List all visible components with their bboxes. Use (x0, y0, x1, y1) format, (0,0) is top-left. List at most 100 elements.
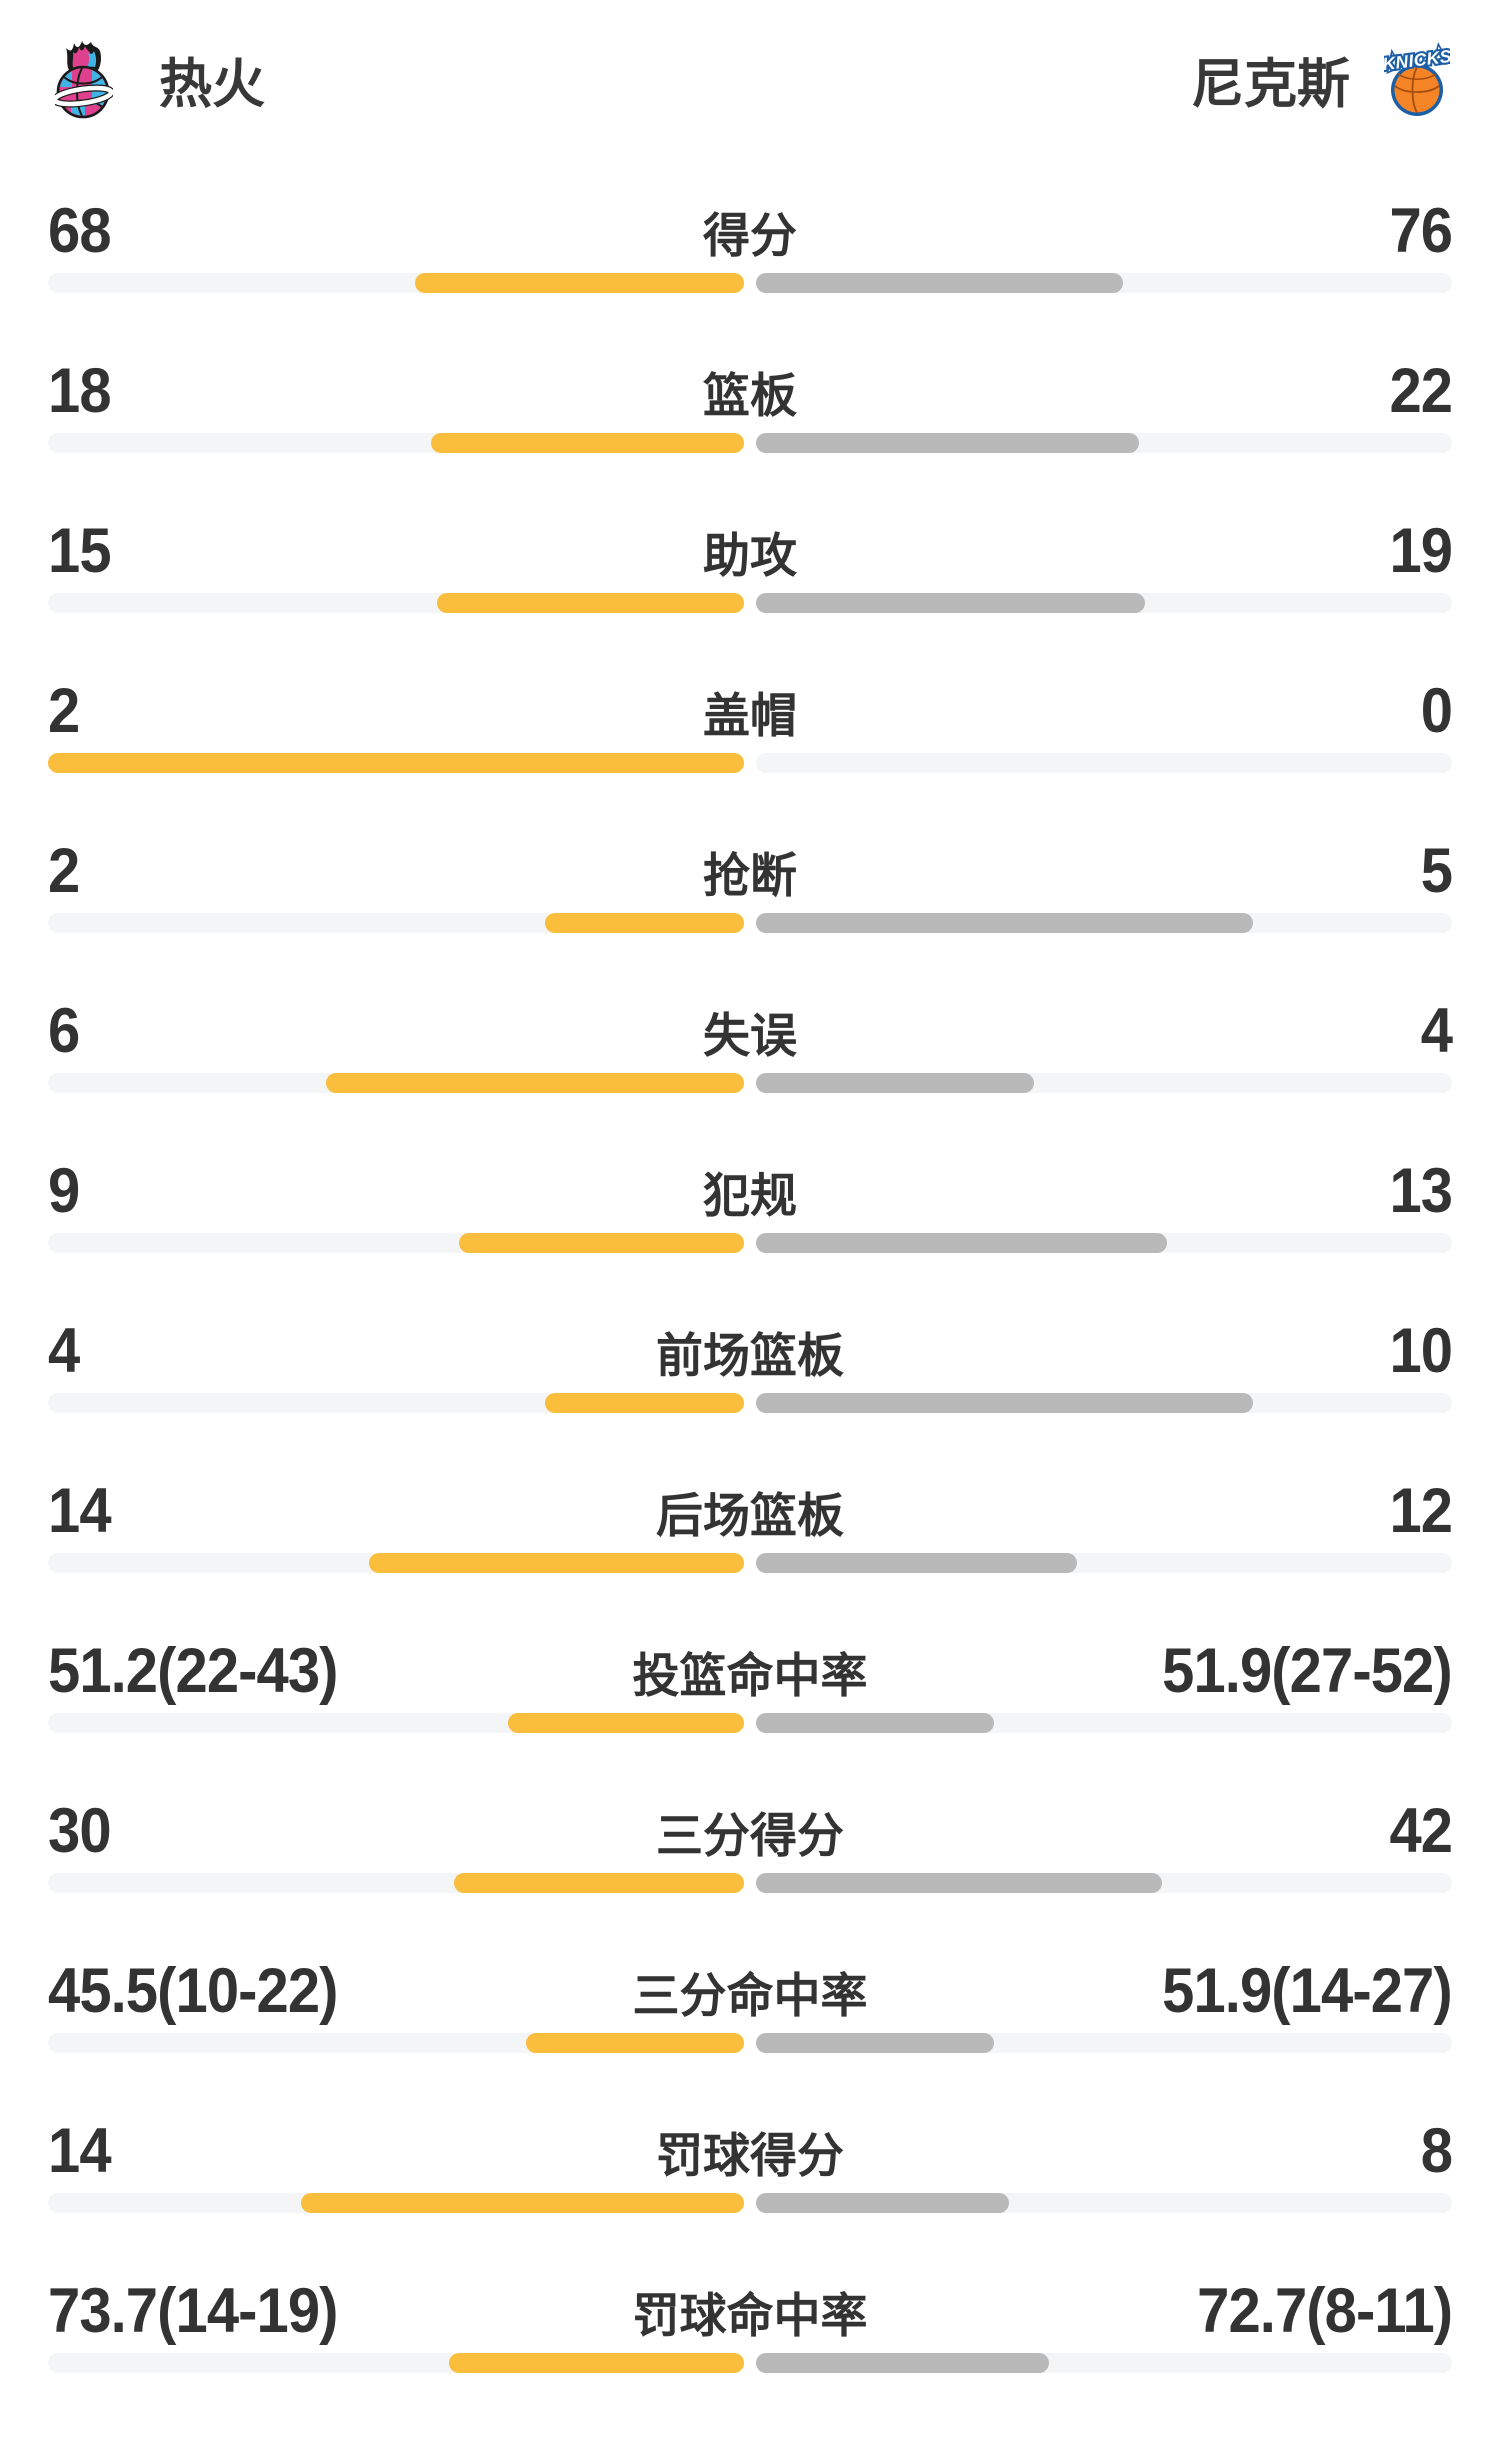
away-bar-track (756, 1713, 1452, 1733)
home-bar-fill (545, 913, 744, 933)
home-bar-track (48, 753, 744, 773)
home-bar-fill (48, 753, 744, 773)
stat-label: 篮板 (703, 368, 797, 422)
home-value: 68 (48, 196, 112, 266)
away-bar-track (756, 2353, 1452, 2373)
stat-bar (48, 1553, 1452, 1573)
away-bar-track (756, 273, 1452, 293)
stat-row: 4 前场篮板 10 (48, 1316, 1453, 1483)
home-value: 18 (48, 356, 112, 426)
home-bar-fill (301, 2193, 744, 2213)
stat-row: 68 得分 76 (48, 196, 1453, 363)
stat-bar (48, 1073, 1452, 1093)
stat-row: 30 三分得分 42 (48, 1796, 1453, 1963)
stat-label: 犯规 (703, 1168, 797, 1222)
stat-row: 14 罚球得分 8 (48, 2116, 1453, 2283)
stat-row-values: 15 助攻 19 (48, 516, 1453, 586)
home-value: 15 (48, 516, 112, 586)
stat-row-values: 68 得分 76 (48, 196, 1453, 266)
home-bar-fill (508, 1713, 744, 1733)
away-bar-track (756, 1073, 1452, 1093)
away-bar-fill (756, 1073, 1035, 1093)
home-value: 14 (48, 1476, 112, 1546)
away-bar-track (756, 593, 1452, 613)
stat-label: 前场篮板 (656, 1328, 844, 1382)
stat-label: 投篮命中率 (632, 1648, 868, 1702)
stat-row: 45.5(10-22) 三分命中率 51.9(14-27) (48, 1956, 1453, 2123)
away-bar-track (756, 1393, 1452, 1413)
stat-row-values: 9 犯规 13 (48, 1156, 1453, 1226)
away-value: 5 (1420, 836, 1453, 906)
stat-label: 后场篮板 (656, 1488, 844, 1542)
home-bar-track (48, 913, 744, 933)
away-value: 0 (1420, 676, 1453, 746)
home-bar-fill (430, 433, 744, 453)
away-bar-fill (756, 1553, 1078, 1573)
home-bar-track (48, 1713, 744, 1733)
stat-row: 18 篮板 22 (48, 356, 1453, 523)
team-away: 尼克斯 KNICKS (1191, 40, 1450, 120)
home-bar-track (48, 1873, 744, 1893)
stat-bar (48, 593, 1452, 613)
stat-label: 盖帽 (703, 688, 797, 742)
away-bar-fill (756, 913, 1254, 933)
home-bar-track (48, 1073, 744, 1093)
stat-row: 73.7(14-19) 罚球命中率 72.7(8-11) (48, 2276, 1453, 2443)
stat-label: 抢断 (703, 848, 797, 902)
team-home: 热火 (55, 40, 265, 120)
stat-bar (48, 753, 1452, 773)
home-bar-fill (326, 1073, 744, 1093)
home-value: 9 (48, 1156, 80, 1226)
home-bar-fill (459, 1233, 744, 1253)
home-bar-track (48, 2033, 744, 2053)
stat-bar (48, 2353, 1452, 2373)
stat-row-values: 45.5(10-22) 三分命中率 51.9(14-27) (48, 1956, 1453, 2026)
away-bar-track (756, 913, 1452, 933)
home-bar-fill (453, 1873, 744, 1893)
away-bar-track (756, 1233, 1452, 1253)
away-value: 19 (1389, 516, 1453, 586)
stat-bar (48, 273, 1452, 293)
away-bar-track (756, 1873, 1452, 1893)
stat-bar (48, 2033, 1452, 2053)
stat-label: 助攻 (703, 528, 797, 582)
stat-row: 15 助攻 19 (48, 516, 1453, 683)
home-value: 4 (48, 1316, 80, 1386)
away-bar-fill (756, 2193, 1010, 2213)
away-bar-fill (756, 2353, 1050, 2373)
away-bar-fill (756, 2033, 994, 2053)
home-bar-fill (436, 593, 744, 613)
home-bar-track (48, 433, 744, 453)
home-team-name: 热火 (159, 55, 265, 114)
away-value: 13 (1389, 1156, 1453, 1226)
home-bar-fill (369, 1553, 744, 1573)
away-value: 22 (1389, 356, 1453, 426)
home-value: 51.2(22-43) (48, 1636, 338, 1706)
away-bar-track (756, 2033, 1452, 2053)
away-value: 10 (1389, 1316, 1453, 1386)
stat-row-values: 4 前场篮板 10 (48, 1316, 1453, 1386)
stat-bar (48, 433, 1452, 453)
away-bar-fill (756, 1233, 1168, 1253)
home-bar-fill (545, 1393, 744, 1413)
away-bar-track (756, 2193, 1452, 2213)
stat-label: 罚球命中率 (632, 2288, 868, 2342)
away-bar-fill (756, 433, 1139, 453)
home-bar-track (48, 1393, 744, 1413)
stat-row-values: 14 罚球得分 8 (48, 2116, 1453, 2186)
stat-row-values: 2 抢断 5 (48, 836, 1453, 906)
away-bar-track (756, 433, 1452, 453)
away-value: 76 (1389, 196, 1453, 266)
home-value: 45.5(10-22) (48, 1956, 338, 2026)
away-bar-track (756, 753, 1452, 773)
away-value: 51.9(14-27) (1162, 1956, 1452, 2026)
knicks-wordmark: KNICKS (1384, 46, 1450, 74)
away-value: 4 (1420, 996, 1453, 1066)
stat-row-values: 73.7(14-19) 罚球命中率 72.7(8-11) (48, 2276, 1453, 2346)
knicks-basketball-logo-icon: KNICKS (1384, 42, 1450, 116)
away-bar-fill (756, 1713, 994, 1733)
home-value: 6 (48, 996, 80, 1066)
stat-bar (48, 1393, 1452, 1413)
home-bar-track (48, 1233, 744, 1253)
